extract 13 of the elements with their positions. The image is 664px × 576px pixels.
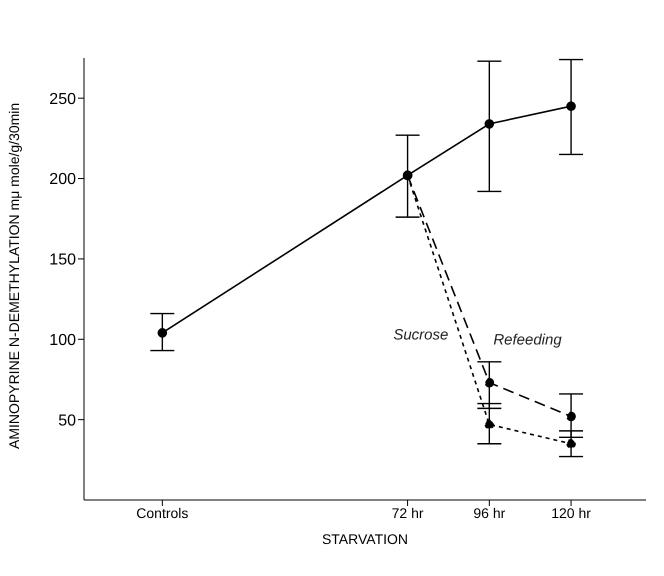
series-label: Refeeding <box>493 332 562 349</box>
y-axis-title: AMINOPYRINE N-DEMETHYLATION mμ mole/g/30min <box>6 102 22 449</box>
y-tick-label: 100 <box>49 332 76 349</box>
x-tick-label: Controls <box>136 504 188 521</box>
y-tick-label: 150 <box>49 252 76 269</box>
x-axis-title: STARVATION <box>322 531 408 547</box>
y-tick-label: 50 <box>58 412 76 430</box>
y-tick-label: 200 <box>49 171 76 188</box>
x-tick-label: 72 hr <box>392 504 424 521</box>
series-label: Sucrose <box>393 326 448 344</box>
y-tick-label: 250 <box>49 90 76 108</box>
x-tick-label: 120 hr <box>551 504 592 521</box>
x-tick-label: 96 hr <box>473 504 506 521</box>
